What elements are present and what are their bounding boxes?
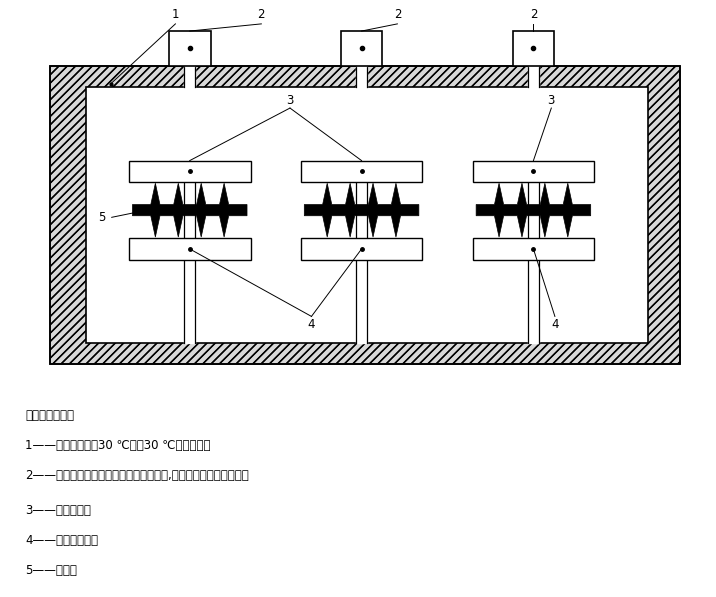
Bar	[513, 31, 554, 66]
Bar	[50, 66, 680, 364]
Bar	[129, 161, 251, 182]
Text: 4: 4	[551, 318, 558, 331]
Polygon shape	[132, 183, 247, 237]
Bar	[86, 87, 648, 343]
Text: 3——固定压板；: 3——固定压板；	[25, 504, 91, 518]
Polygon shape	[476, 183, 591, 237]
Bar	[129, 238, 251, 260]
Bar	[341, 31, 382, 66]
Text: 4: 4	[308, 318, 315, 331]
Text: 5——试样。: 5——试样。	[25, 564, 77, 577]
Text: 1: 1	[172, 8, 179, 21]
Text: 2——与电子数据收集设备相连的测力元件,用于测量和记录压缩力；: 2——与电子数据收集设备相连的测力元件,用于测量和记录压缩力；	[25, 469, 249, 482]
Text: 2: 2	[530, 8, 537, 21]
Bar	[473, 238, 594, 260]
Text: 1——调温范围为－30 ℃～＋30 ℃的气候室；: 1——调温范围为－30 ℃～＋30 ℃的气候室；	[25, 439, 211, 452]
Text: 2: 2	[258, 8, 265, 21]
Text: 4——可移动压板；: 4——可移动压板；	[25, 534, 98, 547]
Text: 5: 5	[99, 211, 106, 224]
Bar	[473, 161, 594, 182]
Bar	[50, 66, 680, 364]
Polygon shape	[304, 183, 419, 237]
Text: 3: 3	[548, 94, 555, 107]
Bar	[301, 161, 422, 182]
Text: 3: 3	[286, 94, 294, 107]
Bar	[301, 238, 422, 260]
Text: 标引序号说明：: 标引序号说明：	[25, 409, 74, 422]
Bar	[169, 31, 211, 66]
Text: 2: 2	[394, 8, 401, 21]
